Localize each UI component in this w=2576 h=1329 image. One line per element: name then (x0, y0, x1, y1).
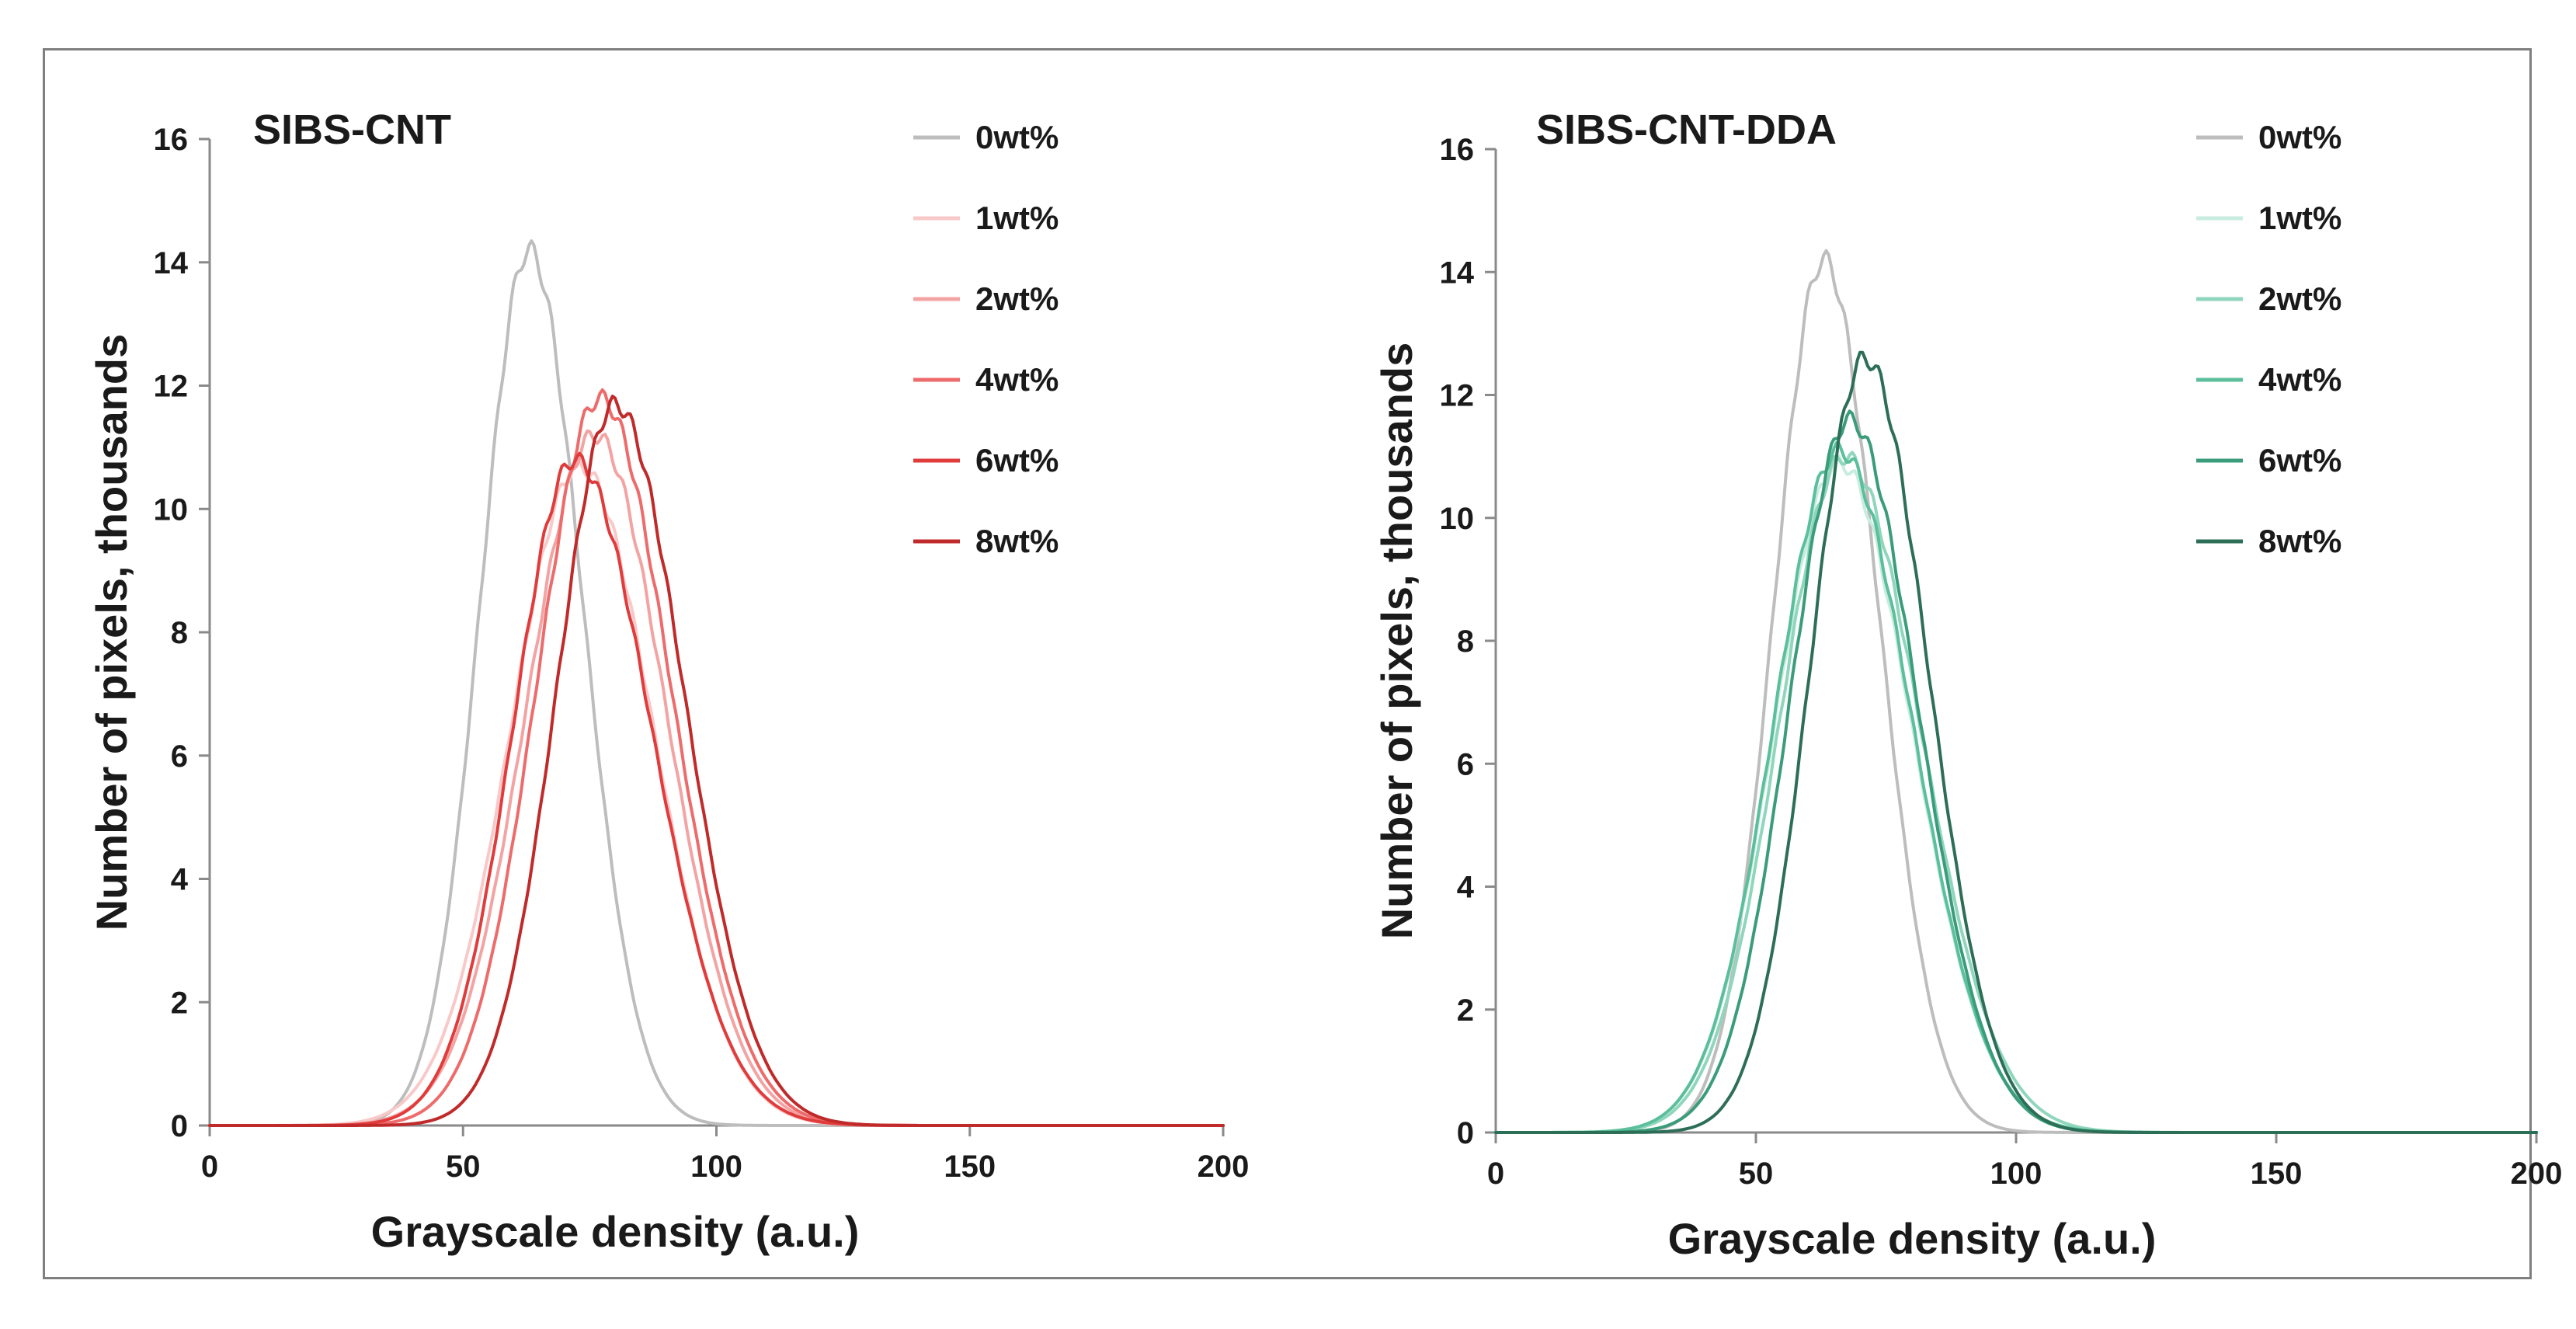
x-tick-label: 50 (1739, 1157, 1774, 1191)
figure-frame: 0 2 4 6 8 10 12 14 16 0 50 100 150 200 Grayscale densi… (43, 48, 2562, 1279)
x-tick-label: 150 (2251, 1157, 2303, 1191)
panel-title: SIBS-CNT-DDA (1536, 106, 1837, 153)
legend-label: 8wt% (975, 523, 1059, 559)
legend-label: 6wt% (975, 442, 1059, 478)
series-line-0wtpct (208, 239, 1225, 1127)
legend-label: 0wt% (975, 119, 1059, 155)
y-tick-label: 2 (171, 986, 188, 1020)
y-tick-label: 16 (154, 123, 189, 157)
y-tick-label: 4 (1457, 871, 1475, 905)
series-line-8wtpct (1494, 350, 2538, 1134)
y-tick-label: 8 (1457, 624, 1474, 659)
series-line-8wtpct (208, 395, 1225, 1127)
x-tick-label: 100 (690, 1150, 742, 1184)
y-tick-label: 6 (171, 739, 188, 774)
x-tick-label: 0 (201, 1150, 218, 1184)
x-tick-label: 100 (1990, 1157, 2042, 1191)
y-axis-title: Number of pixels, thousands (1372, 343, 1421, 940)
x-axis-title: Grayscale density (a.u.) (371, 1207, 860, 1256)
panel-title: SIBS-CNT (253, 106, 451, 153)
y-tick-label: 4 (171, 863, 189, 897)
x-tick-label: 0 (1487, 1157, 1504, 1191)
y-tick-label: 16 (1440, 133, 1475, 167)
chart-panel-sibs-cnt-dda: 0 2 4 6 8 10 12 14 16 0 50 100 150 200 Grayscale densi… (1372, 106, 2562, 1263)
series-line-1wtpct (1494, 454, 2538, 1134)
y-tick-label: 12 (154, 370, 189, 404)
y-tick-label: 10 (1440, 502, 1475, 536)
series-line-2wtpct (1494, 451, 2538, 1134)
chart-panel-sibs-cnt: 0 2 4 6 8 10 12 14 16 0 50 100 150 200 Grayscale densi… (87, 106, 1250, 1256)
y-tick-label: 2 (1457, 993, 1474, 1028)
y-tick-label: 12 (1440, 379, 1475, 413)
series-line-4wtpct (1494, 441, 2538, 1134)
y-tick-label: 8 (171, 616, 188, 650)
legend-label: 0wt% (2258, 119, 2341, 155)
y-tick-label: 14 (154, 246, 189, 280)
series-line-1wtpct (208, 457, 1225, 1127)
series-line-0wtpct (1494, 249, 2538, 1134)
y-tick-label: 14 (1440, 256, 1475, 290)
y-tick-label: 0 (171, 1109, 188, 1143)
x-tick-label: 50 (446, 1150, 481, 1184)
series-line-6wtpct (208, 451, 1225, 1127)
legend-label: 6wt% (2258, 442, 2341, 478)
legend-label: 4wt% (975, 361, 1059, 398)
x-tick-label: 200 (2511, 1157, 2563, 1191)
x-tick-label: 150 (944, 1150, 996, 1184)
legend-label: 1wt% (2258, 200, 2341, 236)
legend-label: 4wt% (2258, 361, 2341, 398)
y-tick-label: 0 (1457, 1116, 1474, 1150)
legend-label: 1wt% (975, 200, 1059, 236)
x-axis-title: Grayscale density (a.u.) (1668, 1214, 2157, 1263)
legend-label: 2wt% (975, 280, 1059, 317)
y-axis-title: Number of pixels, thousands (87, 334, 136, 931)
series-line-6wtpct (1494, 409, 2538, 1134)
y-tick-label: 6 (1457, 747, 1474, 781)
series-line-2wtpct (208, 429, 1225, 1127)
y-tick-label: 10 (154, 492, 189, 527)
x-tick-label: 200 (1198, 1150, 1250, 1184)
legend-label: 8wt% (2258, 523, 2341, 559)
legend-label: 2wt% (2258, 280, 2341, 317)
series-line-4wtpct (208, 388, 1225, 1127)
